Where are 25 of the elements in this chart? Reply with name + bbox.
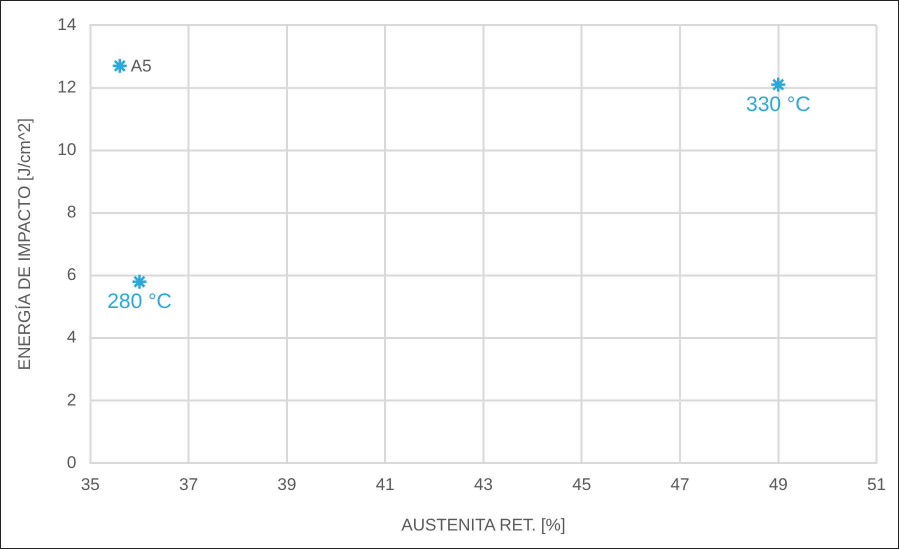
y-tick-label: 4 <box>66 328 76 347</box>
y-tick-label: 6 <box>66 265 76 284</box>
point <box>131 273 148 290</box>
annotation: 330 °C <box>746 92 810 116</box>
y-axis-title: ENERGÍA DE IMPACTO [J/cm^2] <box>14 118 34 370</box>
y-tick-label: 10 <box>57 140 76 160</box>
x-tick-label: 49 <box>768 475 788 494</box>
x-tick-label: 39 <box>277 475 296 494</box>
point <box>112 58 128 74</box>
x-tick-label: 35 <box>80 475 100 494</box>
y-tick-label: 2 <box>66 390 76 410</box>
series-label: A5 <box>130 56 152 76</box>
x-tick-label: 47 <box>670 475 690 494</box>
x-tick-label: 45 <box>572 475 592 494</box>
x-tick-label: 51 <box>867 475 886 494</box>
x-tick-label: 41 <box>376 475 395 494</box>
y-tick-label: 14 <box>57 14 76 34</box>
y-tick-label: 8 <box>66 202 76 222</box>
x-tick-label: 43 <box>474 475 493 494</box>
point <box>770 76 787 93</box>
annotation: 280 °C <box>107 290 172 314</box>
y-tick-label: 0 <box>66 452 76 472</box>
x-tick-label: 37 <box>179 475 198 494</box>
x-axis-title: AUSTENITA RET. [%] <box>401 515 566 534</box>
y-tick-label: 12 <box>57 77 76 96</box>
